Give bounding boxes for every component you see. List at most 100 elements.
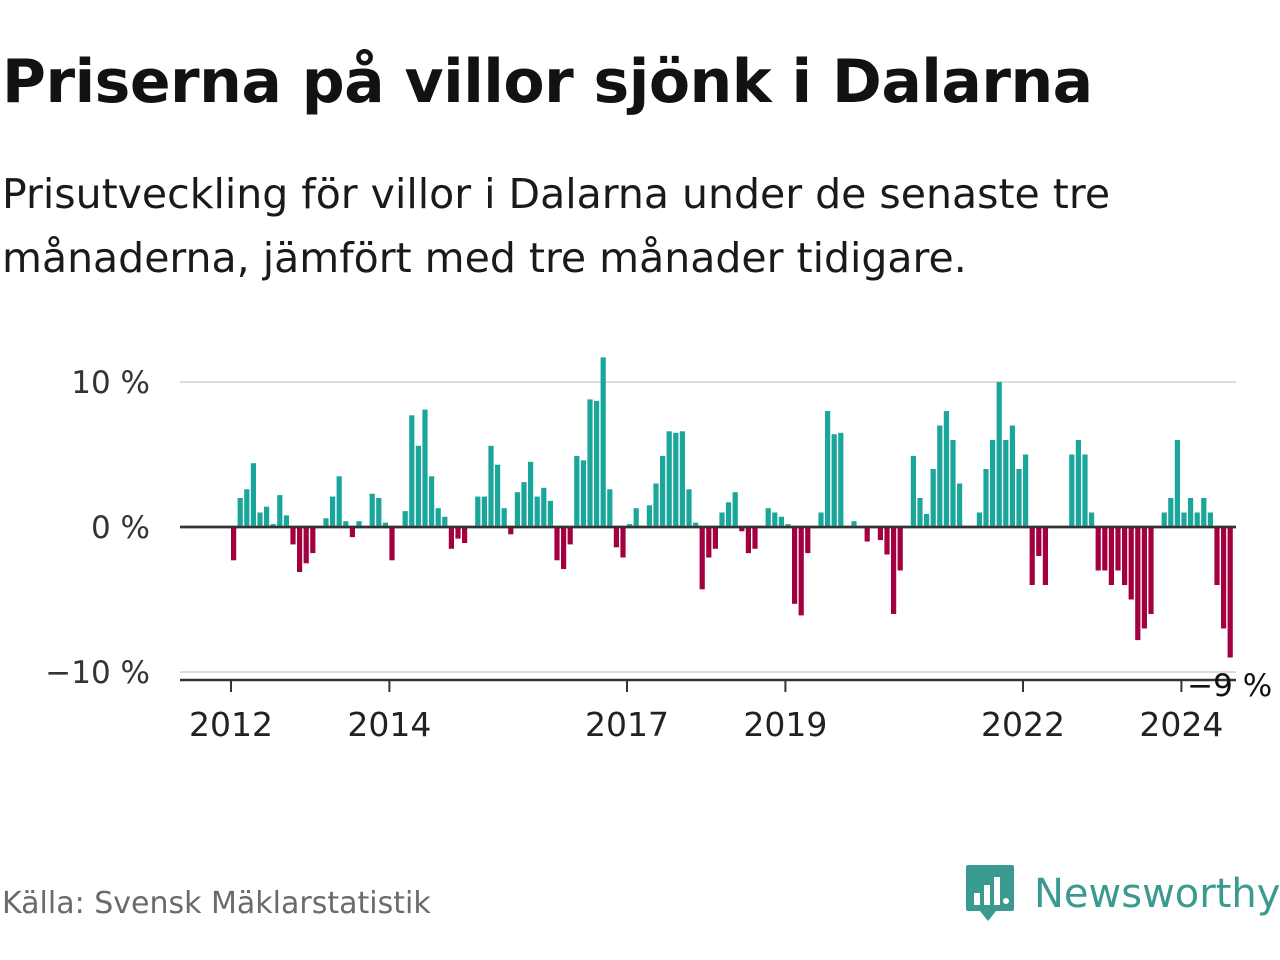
- bar: [376, 498, 382, 527]
- bar: [574, 455, 580, 527]
- bar: [1168, 498, 1174, 527]
- bar: [435, 508, 441, 528]
- bar: [996, 382, 1002, 527]
- x-tick-label: 2022: [981, 705, 1065, 744]
- bar: [290, 527, 296, 545]
- bar: [732, 492, 738, 527]
- bar: [481, 496, 487, 528]
- bar: [976, 512, 982, 527]
- bar: [389, 527, 395, 561]
- bar: [1122, 527, 1128, 585]
- bar: [349, 527, 355, 538]
- bar: [323, 518, 329, 527]
- bar: [580, 460, 586, 527]
- x-tick-label: 2019: [743, 705, 827, 744]
- bar: [534, 496, 540, 528]
- bar: [950, 440, 956, 527]
- bar: [297, 527, 303, 572]
- bar: [369, 493, 375, 527]
- bar: [785, 524, 791, 527]
- bar: [1148, 527, 1154, 614]
- bar: [620, 527, 626, 558]
- bar: [930, 469, 936, 527]
- bar: [660, 455, 666, 527]
- brand-name: Newsworthy: [1034, 871, 1280, 917]
- bar: [508, 527, 514, 535]
- bar: [415, 445, 421, 527]
- annotations: −9 %: [1187, 668, 1272, 704]
- bar: [1042, 527, 1048, 585]
- bar: [283, 515, 289, 527]
- x-tick-label: 2024: [1139, 705, 1223, 744]
- bar: [792, 527, 798, 604]
- bar: [1016, 469, 1022, 527]
- bar: [257, 512, 263, 527]
- bar: [600, 357, 606, 527]
- y-tick-label: −10 %: [45, 655, 150, 691]
- bar: [448, 527, 454, 549]
- bar: [1082, 454, 1088, 527]
- axes: [180, 525, 1236, 692]
- bar: [547, 500, 553, 527]
- bar: [1207, 512, 1213, 527]
- bar: [303, 527, 309, 564]
- bar: [310, 527, 316, 554]
- bar: [442, 516, 448, 527]
- bar: [1221, 527, 1227, 629]
- bar: [1029, 527, 1035, 585]
- y-tick-labels: 10 % 0 % −10 %: [45, 365, 150, 691]
- bar: [1069, 454, 1075, 527]
- bar: [851, 521, 857, 527]
- bar: [270, 524, 276, 527]
- bar: [1141, 527, 1147, 629]
- chart-title: Priserna på villor sjönk i Dalarna: [2, 47, 1093, 117]
- bar: [924, 513, 930, 527]
- bar: [561, 527, 567, 569]
- bar: [356, 521, 362, 527]
- bar: [765, 508, 771, 528]
- bar: [422, 409, 428, 527]
- x-tick-label: 2014: [347, 705, 431, 744]
- bar: [897, 527, 903, 571]
- bar: [686, 489, 692, 527]
- bar: [587, 399, 593, 527]
- bar: [943, 411, 949, 527]
- bar: [699, 527, 705, 590]
- bar: [237, 498, 243, 527]
- bar: [501, 508, 507, 528]
- bar: [739, 527, 745, 532]
- bar: [231, 527, 237, 561]
- bar: [693, 522, 699, 527]
- bar-chart: 10 % 0 % −10 % 2012 2014 2017 2019 2022 2024 −9…: [45, 357, 1272, 744]
- bar: [917, 498, 923, 527]
- chart-subtitle: Prisutveckling för villor i Dalarna unde…: [2, 170, 1111, 282]
- bar: [1135, 527, 1141, 641]
- bar: [798, 527, 804, 616]
- bar: [382, 522, 388, 527]
- bar: [891, 527, 897, 614]
- bar: [990, 440, 996, 527]
- bar: [1128, 527, 1134, 600]
- bar: [778, 516, 784, 527]
- last-value-label: −9 %: [1187, 668, 1272, 704]
- bar: [429, 476, 435, 528]
- x-tick-label: 2012: [189, 705, 273, 744]
- bar: [1036, 527, 1042, 556]
- bar: [1174, 440, 1180, 527]
- bar: [244, 489, 250, 527]
- bar: [409, 415, 415, 527]
- newsworthy-logo-icon: [966, 865, 1014, 921]
- x-tick-label: 2017: [585, 705, 669, 744]
- newsworthy-logo: Newsworthy: [964, 862, 1280, 926]
- bar: [627, 524, 633, 527]
- x-tick-labels: 2012 2014 2017 2019 2022 2024: [189, 705, 1223, 744]
- bar: [805, 527, 811, 554]
- bar: [653, 483, 659, 527]
- bar: [884, 527, 890, 555]
- bar: [726, 502, 732, 527]
- bar: [1227, 527, 1233, 658]
- bar: [264, 506, 270, 527]
- bar: [1201, 498, 1207, 527]
- bar: [825, 411, 831, 527]
- bar: [594, 400, 600, 527]
